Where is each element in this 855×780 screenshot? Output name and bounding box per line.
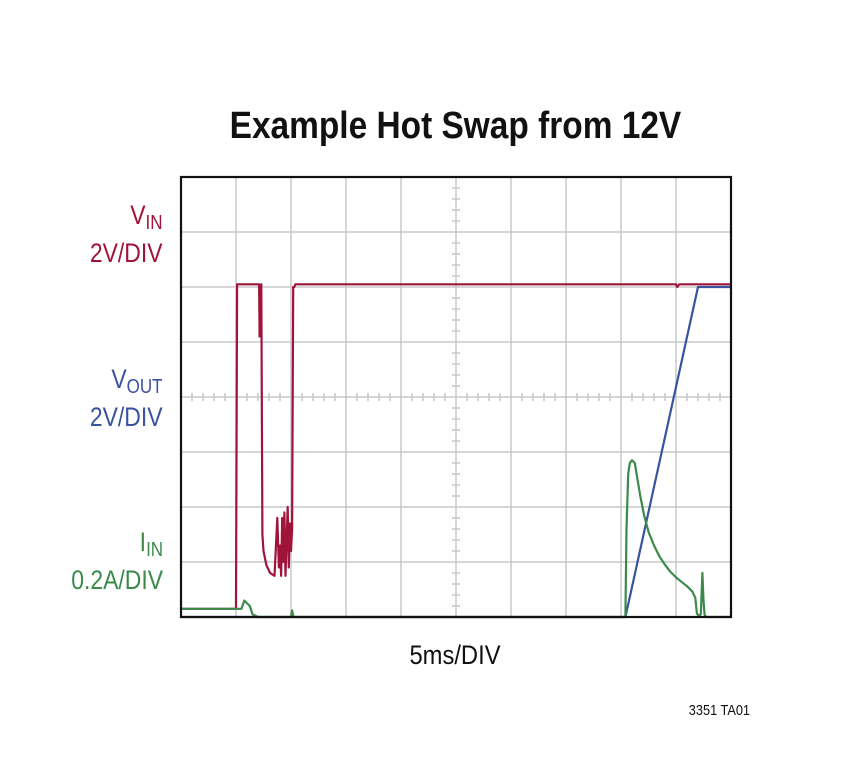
figure-id: 3351 TA01 <box>688 702 750 719</box>
vout-label-scale: 2V/DIV <box>90 402 163 432</box>
trace-vin <box>179 283 733 610</box>
plot-frame <box>179 175 733 619</box>
vout-channel-label: VOUT 2V/DIV <box>90 364 163 432</box>
vin-label-scale: 2V/DIV <box>90 238 163 268</box>
iin-channel-label: IIN 0.2A/DIV <box>71 527 163 595</box>
vout-label-sub: OUT <box>127 376 163 398</box>
iin-label-name: I <box>139 527 146 557</box>
chart-title: Example Hot Swap from 12V <box>229 105 682 147</box>
iin-label-scale: 0.2A/DIV <box>71 565 163 595</box>
x-axis-label: 5ms/DIV <box>409 640 501 670</box>
iin-label-sub: IN <box>146 539 163 561</box>
vin-label-name: V <box>130 200 146 230</box>
vin-channel-label: VIN 2V/DIV <box>90 200 163 268</box>
vout-label-name: V <box>111 364 128 394</box>
vin-label-sub: IN <box>146 212 163 234</box>
